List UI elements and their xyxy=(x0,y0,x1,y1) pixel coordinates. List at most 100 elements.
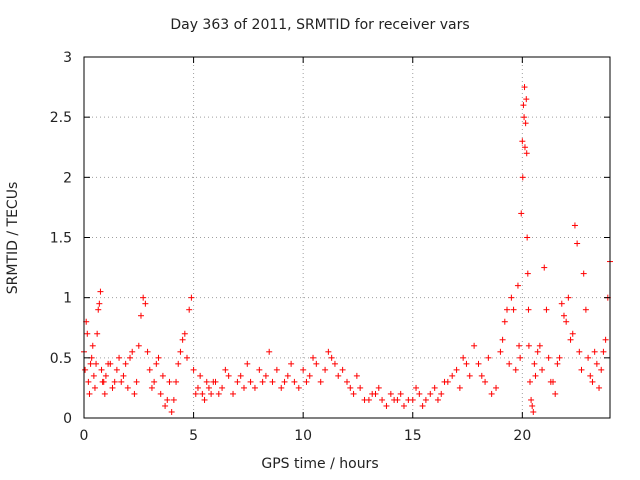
data-point xyxy=(127,354,134,361)
data-point xyxy=(300,366,307,373)
data-point xyxy=(438,390,445,397)
data-point xyxy=(369,390,376,397)
data-point xyxy=(602,336,609,343)
data-point xyxy=(335,372,342,379)
data-point xyxy=(519,174,526,181)
data-point xyxy=(400,402,407,409)
data-point xyxy=(159,372,166,379)
data-point xyxy=(120,372,127,379)
data-point xyxy=(379,396,386,403)
data-point xyxy=(600,348,607,355)
data-point xyxy=(520,102,527,109)
data-point xyxy=(449,372,456,379)
data-point xyxy=(517,354,524,361)
data-point xyxy=(560,312,567,319)
data-point xyxy=(291,378,298,385)
data-point xyxy=(419,402,426,409)
data-point xyxy=(190,366,197,373)
data-point xyxy=(506,360,513,367)
data-point xyxy=(118,378,125,385)
data-point xyxy=(521,84,528,91)
x-tick-label: 5 xyxy=(189,428,198,444)
data-point xyxy=(497,348,504,355)
data-point xyxy=(331,360,338,367)
data-point xyxy=(86,390,93,397)
data-point xyxy=(482,378,489,385)
data-point xyxy=(222,366,229,373)
data-point xyxy=(510,306,517,313)
data-point xyxy=(317,378,324,385)
data-point xyxy=(353,372,360,379)
data-point xyxy=(397,390,404,397)
data-point xyxy=(175,360,182,367)
data-point xyxy=(230,390,237,397)
data-point xyxy=(422,396,429,403)
data-point xyxy=(186,306,193,313)
data-point xyxy=(567,336,574,343)
data-point xyxy=(90,372,97,379)
data-point xyxy=(534,348,541,355)
data-point xyxy=(391,396,398,403)
data-point xyxy=(87,360,94,367)
data-point xyxy=(197,372,204,379)
data-point xyxy=(488,390,495,397)
data-point xyxy=(466,372,473,379)
data-point xyxy=(493,384,500,391)
data-point xyxy=(587,372,594,379)
data-point xyxy=(536,342,543,349)
data-point xyxy=(166,378,173,385)
data-point xyxy=(219,384,226,391)
data-point xyxy=(565,294,572,301)
data-point xyxy=(516,342,523,349)
y-tick-label: 2.5 xyxy=(50,110,72,126)
data-point xyxy=(288,360,295,367)
data-point xyxy=(85,378,92,385)
data-point xyxy=(313,360,320,367)
data-point xyxy=(485,354,492,361)
data-point xyxy=(99,378,106,385)
data-point xyxy=(95,306,102,313)
data-point xyxy=(281,378,288,385)
data-point xyxy=(554,360,561,367)
data-point xyxy=(576,348,583,355)
data-point xyxy=(585,354,592,361)
y-tick-label: 3 xyxy=(63,50,72,66)
data-point xyxy=(94,330,101,337)
chart-title: Day 363 of 2011, SRMTID for receiver var… xyxy=(170,17,470,33)
y-tick-label: 1 xyxy=(63,291,72,307)
data-point xyxy=(539,366,546,373)
data-point xyxy=(375,384,382,391)
data-point xyxy=(416,390,423,397)
data-point xyxy=(501,318,508,325)
data-point xyxy=(140,294,147,301)
data-point xyxy=(91,384,98,391)
data-point xyxy=(203,378,210,385)
data-point xyxy=(524,270,531,277)
data-point xyxy=(247,378,254,385)
data-point xyxy=(518,210,525,217)
data-point xyxy=(131,390,138,397)
data-point xyxy=(135,342,142,349)
grid-lines xyxy=(84,57,610,418)
data-point xyxy=(96,300,103,307)
data-point xyxy=(357,384,364,391)
data-point xyxy=(310,354,317,361)
data-point xyxy=(151,378,158,385)
data-point xyxy=(170,396,177,403)
data-point xyxy=(181,330,188,337)
data-point xyxy=(82,366,89,373)
y-tick-label: 2 xyxy=(63,170,72,186)
data-point xyxy=(215,390,222,397)
data-point xyxy=(532,372,539,379)
data-point xyxy=(164,396,171,403)
data-point xyxy=(528,396,535,403)
data-point xyxy=(350,390,357,397)
data-point xyxy=(529,402,536,409)
data-point xyxy=(387,390,394,397)
data-point xyxy=(184,354,191,361)
data-point xyxy=(344,378,350,385)
data-point xyxy=(456,384,463,391)
data-point xyxy=(471,342,478,349)
data-point xyxy=(475,360,482,367)
y-tick-label: 1.5 xyxy=(50,231,72,247)
